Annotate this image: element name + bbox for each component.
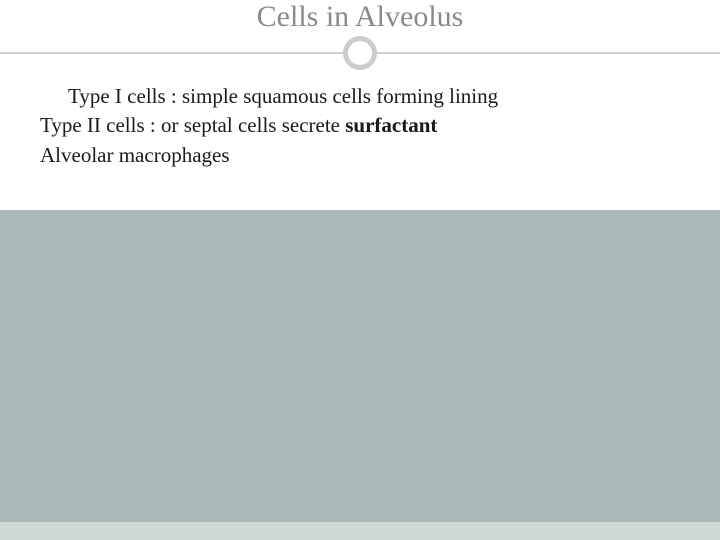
header: Cells in Alveolus — [0, 0, 720, 54]
footer-bar — [0, 522, 720, 540]
line2-bold: surfactant — [345, 113, 437, 137]
bottom-background — [0, 210, 720, 510]
body-line-2: Type II cells : or septal cells secrete … — [40, 111, 680, 140]
slide-container: Cells in Alveolus Type I cells : simple … — [0, 0, 720, 540]
line2-text: Type II cells : or septal cells secrete — [40, 113, 345, 137]
body-line-1: Type I cells : simple squamous cells for… — [68, 82, 680, 111]
body-line-3: Alveolar macrophages — [40, 141, 680, 170]
circle-decoration — [343, 36, 377, 70]
divider — [0, 52, 720, 54]
content-area: Type I cells : simple squamous cells for… — [0, 54, 720, 210]
